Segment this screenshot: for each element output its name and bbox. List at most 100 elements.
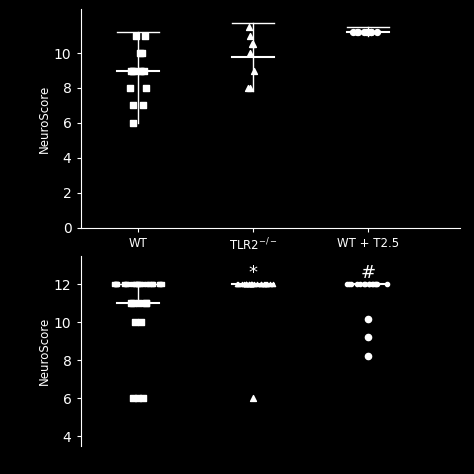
- Point: [353, 281, 361, 288]
- Point: [361, 281, 368, 288]
- Point: [367, 28, 374, 36]
- Point: [136, 281, 144, 288]
- Point: [155, 281, 163, 288]
- Point: [142, 84, 149, 92]
- Text: *: *: [248, 264, 257, 282]
- Point: [346, 281, 353, 288]
- Point: [262, 281, 269, 288]
- Point: [250, 281, 258, 288]
- Point: [110, 281, 118, 288]
- Point: [246, 49, 254, 57]
- Point: [143, 300, 150, 307]
- Point: [238, 281, 246, 288]
- Point: [156, 281, 164, 288]
- Point: [142, 300, 149, 307]
- Point: [140, 67, 148, 74]
- Point: [120, 281, 128, 288]
- Point: [233, 281, 241, 288]
- Point: [365, 281, 373, 288]
- Point: [360, 28, 367, 36]
- Point: [131, 281, 139, 288]
- Point: [129, 300, 137, 307]
- Point: [364, 315, 372, 322]
- Point: [247, 281, 255, 288]
- Point: [248, 281, 255, 288]
- Y-axis label: NeuroScore: NeuroScore: [38, 317, 51, 385]
- Point: [344, 281, 351, 288]
- Point: [355, 28, 362, 36]
- Point: [242, 281, 250, 288]
- Point: [364, 353, 372, 360]
- Point: [134, 394, 142, 402]
- Point: [248, 41, 256, 48]
- Point: [249, 41, 257, 48]
- Point: [128, 300, 135, 307]
- Point: [243, 281, 250, 288]
- Point: [137, 67, 145, 74]
- Point: [365, 281, 373, 288]
- Point: [134, 281, 142, 288]
- Point: [383, 281, 391, 288]
- Point: [270, 281, 277, 288]
- Point: [245, 281, 252, 288]
- Point: [129, 101, 137, 109]
- Point: [132, 32, 140, 39]
- Point: [129, 67, 137, 74]
- Point: [139, 101, 147, 109]
- Point: [349, 28, 357, 36]
- Point: [356, 281, 364, 288]
- Point: [136, 67, 144, 74]
- Point: [247, 281, 255, 288]
- Point: [240, 281, 247, 288]
- Point: [128, 281, 136, 288]
- Point: [354, 28, 361, 36]
- Point: [112, 281, 120, 288]
- Point: [249, 281, 256, 288]
- Point: [148, 281, 156, 288]
- Point: [139, 281, 147, 288]
- Point: [365, 28, 372, 36]
- Point: [246, 84, 254, 92]
- Point: [131, 319, 138, 326]
- Point: [242, 281, 249, 288]
- Point: [135, 300, 143, 307]
- Point: [257, 281, 264, 288]
- Point: [266, 281, 274, 288]
- Point: [373, 28, 381, 36]
- Point: [372, 281, 379, 288]
- Point: [249, 394, 257, 402]
- Point: [347, 281, 355, 288]
- Point: [373, 281, 380, 288]
- Point: [260, 281, 268, 288]
- Point: [129, 67, 137, 74]
- Point: [245, 23, 252, 31]
- Point: [138, 49, 146, 57]
- Point: [246, 32, 254, 39]
- Point: [113, 281, 120, 288]
- Point: [132, 281, 139, 288]
- Point: [150, 281, 157, 288]
- Point: [137, 319, 145, 326]
- Point: [127, 84, 134, 92]
- Point: [245, 281, 253, 288]
- Point: [129, 119, 137, 127]
- Point: [243, 281, 250, 288]
- Point: [251, 67, 258, 74]
- Point: [247, 281, 255, 288]
- Point: [134, 281, 142, 288]
- Point: [146, 281, 153, 288]
- Point: [136, 49, 144, 57]
- Point: [143, 281, 151, 288]
- Point: [370, 281, 377, 288]
- Point: [368, 281, 375, 288]
- Point: [261, 281, 269, 288]
- Point: [123, 281, 130, 288]
- Point: [364, 334, 372, 341]
- Point: [127, 67, 135, 74]
- Point: [253, 281, 260, 288]
- Point: [361, 281, 369, 288]
- Point: [372, 281, 380, 288]
- Point: [234, 281, 242, 288]
- Point: [158, 281, 166, 288]
- Y-axis label: NeuroScore: NeuroScore: [38, 84, 51, 153]
